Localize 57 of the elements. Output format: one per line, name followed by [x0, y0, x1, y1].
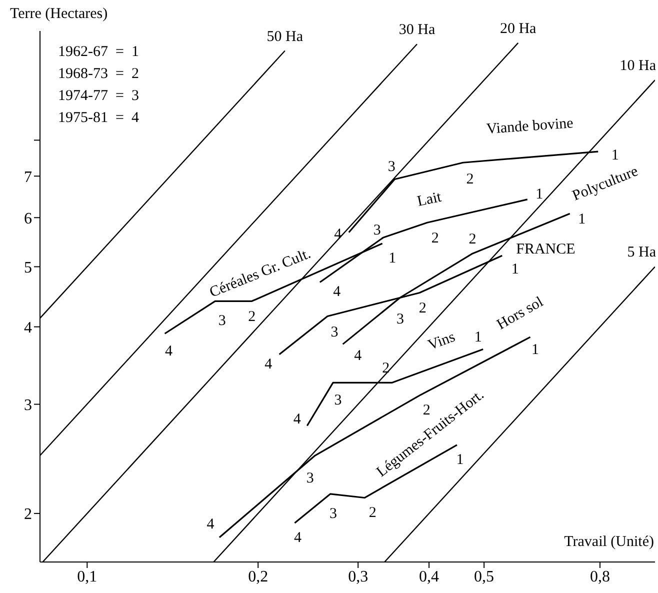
annotation: 3: [334, 392, 342, 409]
x-tick-label: 0,2: [248, 568, 268, 586]
annotation: 1: [578, 212, 586, 228]
annotation: 4: [206, 516, 215, 532]
series-label: FRANCE: [516, 242, 576, 258]
annotation: 1: [532, 342, 539, 358]
y-tick-label: 6: [24, 210, 32, 228]
annotation: 4: [354, 348, 362, 364]
annotation: 4: [165, 344, 174, 360]
y-tick-label: 4: [24, 319, 32, 336]
annotation: 3: [218, 313, 226, 330]
annotation: 2: [248, 309, 256, 326]
annotation: 1: [474, 329, 482, 346]
annotation: 4: [264, 356, 273, 372]
annotation: 1: [388, 250, 396, 267]
annotation: 3: [330, 506, 338, 522]
series-label: 10 Ha: [620, 58, 656, 74]
y-tick-label: 3: [24, 396, 32, 414]
x-axis-title: Travail (Unité): [564, 534, 654, 551]
series-label: Viande bovine: [486, 115, 574, 138]
y-tick-label: 7: [24, 168, 32, 186]
annotation: 3: [396, 312, 404, 328]
annotation: 2: [418, 300, 426, 317]
text: Céréales Gr. Cult.: [208, 246, 314, 301]
annotation: 4: [333, 284, 342, 300]
annotation: 2: [468, 232, 476, 248]
y-tick-label: 5: [24, 259, 32, 276]
annotation: 2: [431, 230, 439, 247]
annotation: 1968-73 = 2: [58, 66, 139, 83]
annotation: 4: [293, 412, 302, 428]
annotation: 3: [388, 159, 396, 176]
annotation: 1974-77 = 3: [58, 88, 139, 105]
x-tick-label: 0,8: [590, 568, 610, 586]
x-tick-label: 0,1: [77, 568, 98, 586]
text: Vins: [426, 329, 458, 354]
text: Hors sol: [494, 294, 546, 334]
y-axis-title: Terre (Hectares): [10, 6, 108, 23]
annotation: 1975-81 = 4: [58, 110, 139, 127]
text: Lait: [416, 189, 444, 210]
y-tick-label: 2: [24, 506, 32, 524]
series-label: 20 Ha: [500, 20, 537, 37]
x-tick-label: 0,4: [419, 568, 440, 586]
annotation: 1: [536, 186, 544, 202]
annotation: 3: [306, 470, 314, 487]
series-label: 50 Ha: [266, 28, 304, 45]
annotation: 1962-67 = 1: [58, 44, 139, 61]
annotation: 4: [294, 530, 302, 546]
series-label: 30 Ha: [398, 22, 436, 38]
annotation: 2: [368, 504, 376, 521]
x-tick-label: 0,3: [348, 568, 368, 586]
x-tick-label: 0,5: [474, 568, 494, 586]
annotation: 1: [611, 148, 619, 164]
annotation: 3: [330, 324, 338, 340]
annotation: 2: [466, 172, 474, 188]
annotation: 3: [373, 222, 381, 239]
series-label: 5 Ha: [627, 244, 656, 261]
annotation: 1: [511, 262, 519, 278]
